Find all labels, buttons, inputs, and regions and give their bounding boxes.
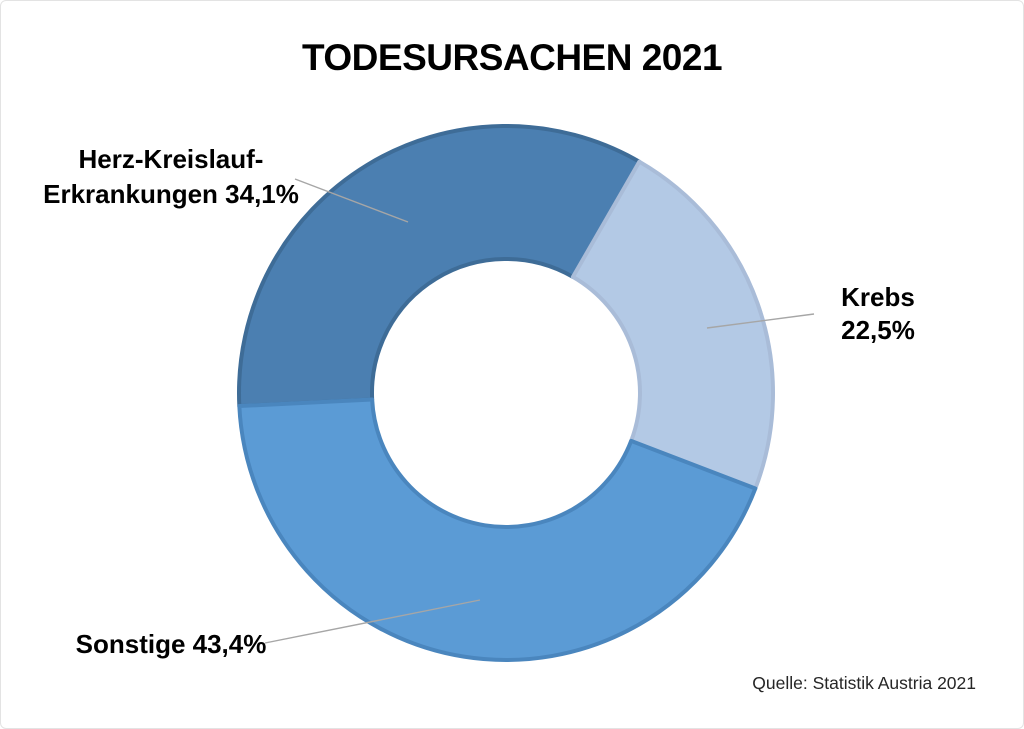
leader-line-sonstige [264,599,481,644]
callout-label-krebs: Krebs 22,5% [788,281,968,347]
chart-title: TODESURSACHEN 2021 [301,37,723,78]
leader-line-krebs [706,313,815,329]
source-note: Quelle: Statistik Austria 2021 [752,673,976,693]
callout-label-sonstige: Sonstige 43,4% [75,629,267,659]
callout-label-herz-line2: Erkrankungen 34,1% [43,179,299,209]
callout-label-krebs-line1: Krebs [841,282,915,312]
donut-segment-sonstige [237,397,758,662]
callout-label-herz: Herz-Kreislauf- Erkrankungen 34,1% [21,142,321,212]
callout-label-krebs-line2: 22,5% [841,315,915,345]
donut-segment-krebs [570,159,775,491]
leader-line-herz [294,178,409,223]
callout-label-herz-line1: Herz-Kreislauf- [78,144,264,174]
